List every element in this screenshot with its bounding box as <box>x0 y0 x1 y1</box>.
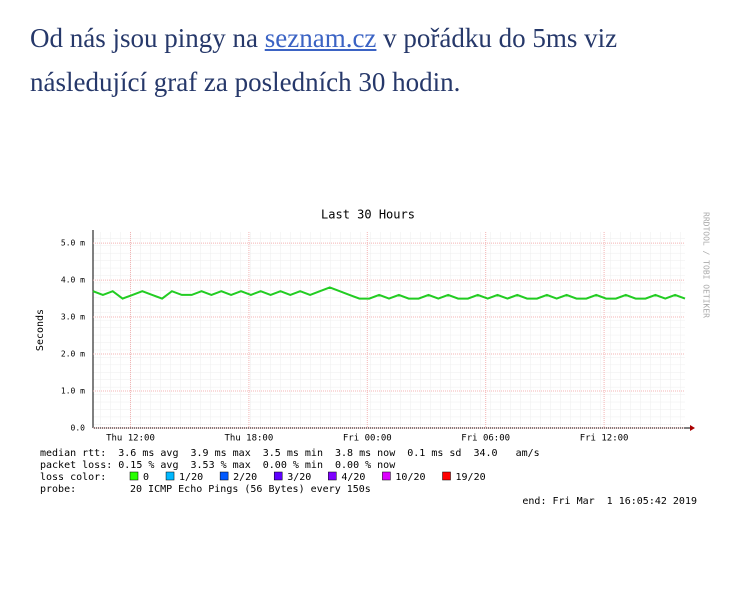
y-tick-label: 5.0 m <box>61 239 85 248</box>
legend-label: 0 <box>143 472 149 483</box>
legend-swatch <box>382 471 391 481</box>
y-axis-label: Seconds <box>35 309 46 351</box>
x-tick-label: Fri 12:00 <box>580 434 629 444</box>
legend-label: 3/20 <box>287 472 311 483</box>
y-tick-label: 3.0 m <box>61 313 85 322</box>
x-tick-label: Thu 18:00 <box>225 434 274 444</box>
legend-label: 19/20 <box>456 472 486 483</box>
probe-label: probe: <box>40 484 76 495</box>
legend-label: 2/20 <box>233 472 257 483</box>
x-tick-label: Fri 06:00 <box>461 434 510 444</box>
link[interactable]: seznam.cz <box>264 23 377 53</box>
legend-label: 4/20 <box>341 472 365 483</box>
y-tick-label: 0.0 <box>71 424 86 433</box>
legend-swatch <box>129 471 139 481</box>
chart-title: Last 30 Hours <box>321 208 415 222</box>
y-tick-label: 4.0 m <box>61 276 85 285</box>
legend-label: 10/20 <box>395 472 425 483</box>
legend-label: 1/20 <box>179 472 203 483</box>
text: Od nás jsou pingy na <box>30 23 258 53</box>
end-time: end: Fri Mar 1 16:05:42 2019 <box>522 496 697 507</box>
probe: 20 ICMP Echo Pings (56 Bytes) every 150s <box>130 484 371 495</box>
minor-grid <box>93 232 685 428</box>
side-label: RRDTOOL / TOBI OETIKER <box>702 212 711 318</box>
stats-line: median rtt: 3.6 ms avg 3.9 ms max 3.5 ms… <box>40 448 540 459</box>
y-tick-label: 2.0 m <box>61 350 85 359</box>
legend-swatch <box>165 471 175 481</box>
arrow <box>690 425 695 431</box>
loss-label: loss color: <box>40 472 106 483</box>
x-tick-label: Fri 00:00 <box>343 434 392 444</box>
text: v pořádku do 5ms viz následující graf za… <box>30 23 618 97</box>
legend-swatch <box>442 471 451 481</box>
paragraph: Od nás jsou pingy na seznam.cz v pořádku… <box>30 16 720 104</box>
stats-line: packet loss: 0.15 % avg 3.53 % max 0.00 … <box>40 460 396 471</box>
legend-swatch <box>219 471 229 481</box>
x-tick-label: Thu 12:00 <box>106 434 155 444</box>
legend-swatch <box>273 471 283 481</box>
legend-swatch <box>328 471 337 481</box>
series-line <box>92 286 686 300</box>
y-tick-label: 1.0 m <box>61 387 85 396</box>
